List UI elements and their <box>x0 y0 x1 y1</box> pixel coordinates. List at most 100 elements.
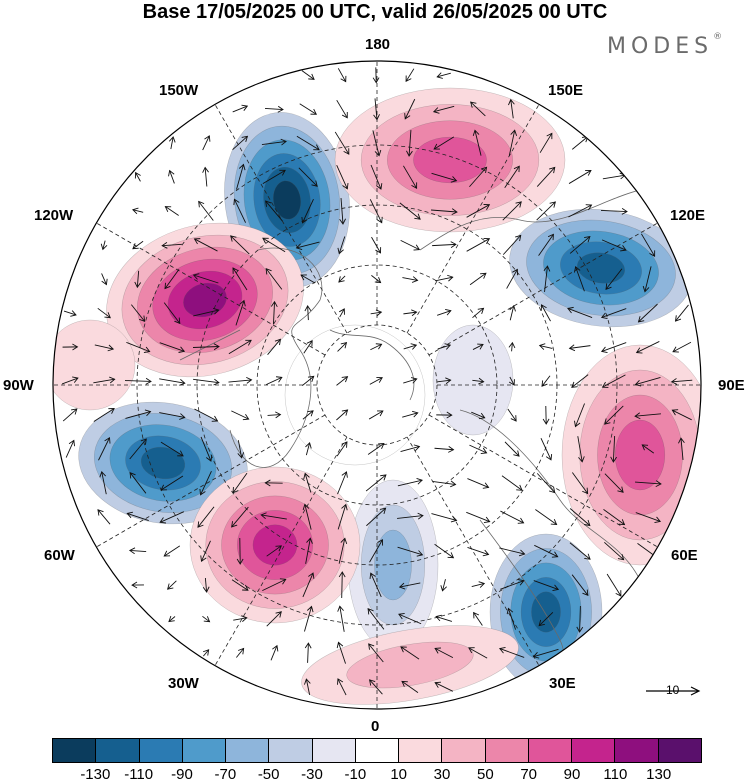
meridian-line <box>406 99 543 334</box>
wind-arrow <box>468 647 488 659</box>
wind-arrow <box>366 507 387 527</box>
wind-arrow <box>100 240 108 251</box>
wind-arrow <box>501 475 523 491</box>
wind-arrow <box>398 613 422 625</box>
wind-arrow <box>304 605 314 632</box>
wind-arrow <box>540 437 553 461</box>
anomaly-center <box>224 112 350 288</box>
wind-arrow <box>635 512 662 524</box>
legend-swatch <box>312 739 356 762</box>
wind-arrow <box>264 479 283 487</box>
wind-arrow <box>372 67 380 84</box>
label-60w: 60W <box>44 547 75 564</box>
wind-arrow <box>369 572 382 598</box>
wind-arrow <box>164 206 179 216</box>
wind-arrow <box>401 680 419 693</box>
wind-arrow <box>129 438 147 460</box>
wind-arrow <box>336 409 349 421</box>
wind-arrow <box>604 405 624 425</box>
label-120w: 120W <box>34 207 74 224</box>
wind-arrow <box>131 581 144 589</box>
wind-arrow <box>168 169 175 184</box>
wind-arrow <box>469 166 488 188</box>
wind-arrow <box>338 571 346 599</box>
wind-arrow <box>339 308 345 318</box>
coastline <box>229 247 323 468</box>
wind-arrow <box>202 577 210 593</box>
anomaly-center <box>301 625 519 705</box>
wind-arrow <box>404 98 416 120</box>
wind-arrow <box>267 338 282 355</box>
wind-arrow <box>436 411 453 419</box>
wind-arrow <box>398 582 421 590</box>
wind-arrow <box>403 343 418 350</box>
anomaly-center <box>53 319 136 411</box>
legend-swatch <box>658 739 701 762</box>
legend-tick-label: -90 <box>171 766 193 783</box>
wind-arrow <box>231 506 249 528</box>
wind-arrow <box>405 68 415 83</box>
wind-arrow <box>435 614 453 622</box>
wind-arrow <box>265 200 283 222</box>
anomaly-center <box>284 324 426 466</box>
wind-arrow <box>373 98 380 121</box>
label-90e: 90E <box>718 377 745 394</box>
wind-arrow <box>532 648 559 659</box>
legend-swatch <box>485 739 529 762</box>
wind-arrow <box>370 343 383 351</box>
wind-arrow <box>336 99 348 119</box>
wind-arrow <box>124 377 152 385</box>
legend-swatch <box>572 739 616 762</box>
wind-arrow <box>337 471 348 495</box>
wind-arrow <box>193 378 220 386</box>
field-layer <box>53 61 701 709</box>
wind-arrow <box>367 442 385 455</box>
wind-arrow <box>571 374 589 388</box>
legend-tick-label: -30 <box>301 766 323 783</box>
wind-arrow <box>536 473 556 494</box>
wind-arrow <box>641 444 655 454</box>
legend-tick-label: 110 <box>603 766 628 783</box>
wind-arrow <box>338 275 346 283</box>
anomaly-center <box>334 87 566 233</box>
wind-arrow <box>533 580 560 591</box>
wind-arrow <box>403 165 418 189</box>
lat-lon-grid <box>53 61 701 709</box>
wind-arrow <box>236 647 245 658</box>
wind-arrow <box>506 607 517 630</box>
wind-arrow <box>128 547 147 555</box>
wind-arrow <box>434 647 454 659</box>
wind-arrow <box>371 275 382 284</box>
wind-arrow <box>300 274 316 284</box>
wind-arrow <box>432 480 457 488</box>
wind-arrow <box>540 304 551 322</box>
wind-arrow <box>337 68 347 83</box>
wind-arrow <box>605 268 623 290</box>
meridian-line <box>406 436 543 671</box>
wind-arrow <box>129 472 147 494</box>
wind-arrow <box>101 273 108 286</box>
wind-arrow <box>437 343 452 350</box>
wind-arrow <box>337 678 347 696</box>
wind-arrow <box>337 341 348 352</box>
wind-arrow <box>536 201 556 221</box>
wind-arrow <box>469 444 488 454</box>
wind-arrow <box>264 105 284 113</box>
wind-arrow <box>538 233 554 256</box>
wind-arrow <box>337 503 348 530</box>
wind-arrow <box>402 276 419 283</box>
wind-arrow <box>467 478 490 489</box>
wind-arrow <box>534 544 559 558</box>
legend-tick-label: -110 <box>124 766 154 783</box>
wind-arrow <box>301 70 315 80</box>
wind-arrow <box>163 545 181 557</box>
registered-mark: ® <box>713 32 723 42</box>
map-boundary <box>52 60 702 710</box>
label-30w: 30W <box>168 675 199 692</box>
wind-arrow <box>198 200 214 221</box>
wind-arrow <box>507 408 517 422</box>
wind-arrow <box>567 306 593 319</box>
wind-arrow <box>336 441 348 457</box>
wind-arrow <box>637 303 658 323</box>
wind-arrow <box>606 573 622 597</box>
